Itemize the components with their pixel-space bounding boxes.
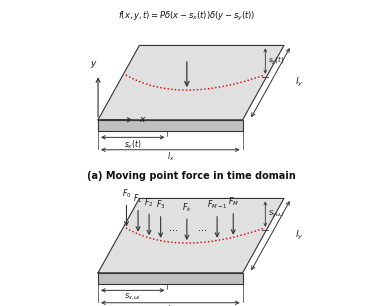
- Text: $l_y$: $l_y$: [295, 229, 304, 242]
- Text: $F_1$: $F_1$: [133, 193, 143, 205]
- Text: $F_k$: $F_k$: [182, 201, 192, 214]
- Polygon shape: [98, 273, 243, 284]
- Text: $s_y(t)$: $s_y(t)$: [269, 55, 285, 67]
- Text: $F_M$: $F_M$: [228, 196, 239, 208]
- Text: $y$: $y$: [90, 59, 98, 70]
- Text: (a) Moving point force in time domain: (a) Moving point force in time domain: [87, 171, 295, 181]
- Text: $F_2$: $F_2$: [144, 196, 154, 209]
- Text: $s_x(t)$: $s_x(t)$: [124, 138, 142, 151]
- Text: $F_3$: $F_3$: [156, 199, 165, 211]
- Text: $l_x$: $l_x$: [167, 151, 174, 163]
- Polygon shape: [98, 198, 284, 273]
- Text: $x$: $x$: [139, 115, 147, 124]
- Text: $S_{x,\omega i}$: $S_{x,\omega i}$: [124, 291, 141, 301]
- Text: $F_{M-1}$: $F_{M-1}$: [207, 199, 227, 211]
- Text: ...: ...: [169, 223, 178, 233]
- Text: $f(x,y,t)=P\delta(x-s_x(t))\delta(y-s_y(t))$: $f(x,y,t)=P\delta(x-s_x(t))\delta(y-s_y(…: [118, 10, 256, 24]
- Polygon shape: [98, 120, 243, 131]
- Polygon shape: [98, 46, 284, 120]
- Text: ...: ...: [198, 223, 207, 233]
- Text: $S_{y\omega,i}$: $S_{y\omega,i}$: [269, 208, 286, 220]
- Text: $F_0$: $F_0$: [122, 188, 131, 200]
- Text: $l_x$: $l_x$: [167, 304, 174, 306]
- Text: $l_y$: $l_y$: [295, 76, 304, 89]
